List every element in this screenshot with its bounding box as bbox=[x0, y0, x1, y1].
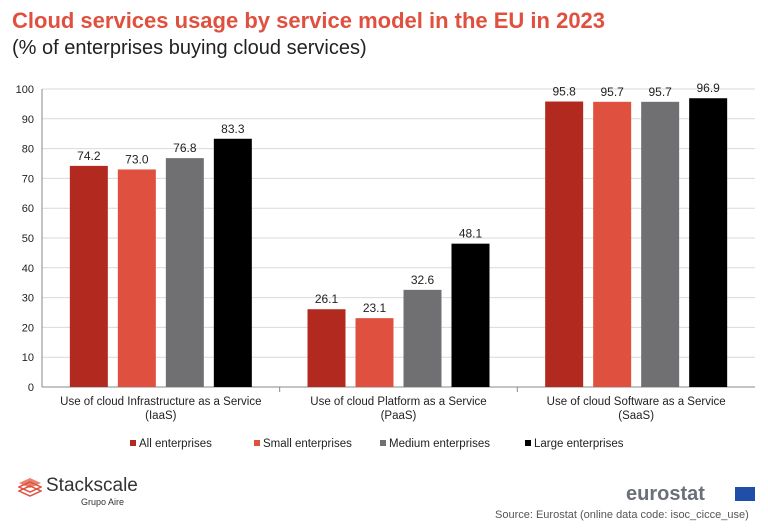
bar bbox=[689, 98, 728, 387]
y-tick-label: 10 bbox=[22, 352, 34, 364]
bar bbox=[451, 243, 490, 387]
x-tick-label: (PaaS) bbox=[381, 410, 417, 422]
y-tick-label: 60 bbox=[22, 203, 34, 215]
bar bbox=[69, 165, 108, 387]
y-tick-label: 80 bbox=[22, 144, 34, 156]
bar bbox=[403, 289, 442, 387]
bar bbox=[593, 101, 632, 388]
data-label: 96.9 bbox=[696, 81, 720, 95]
legend-label: Small enterprises bbox=[263, 438, 352, 450]
legend-swatch bbox=[525, 440, 531, 446]
legend-swatch bbox=[254, 440, 260, 446]
legend-swatch bbox=[380, 440, 386, 446]
data-label: 32.6 bbox=[411, 273, 435, 287]
data-label: 83.3 bbox=[221, 122, 245, 136]
eurostat-logo: eurostat bbox=[626, 483, 705, 505]
x-tick-label: (SaaS) bbox=[618, 410, 654, 422]
x-tick-label: Use of cloud Platform as a Service bbox=[310, 396, 486, 408]
bar bbox=[165, 158, 204, 387]
bar bbox=[117, 169, 156, 387]
data-label: 95.7 bbox=[648, 85, 672, 99]
legend-swatch bbox=[130, 440, 136, 446]
y-tick-label: 30 bbox=[22, 293, 34, 305]
stackscale-icon bbox=[17, 478, 43, 497]
bar bbox=[213, 138, 252, 387]
x-tick-label: Use of cloud Software as a Service bbox=[547, 396, 726, 408]
data-label: 73.0 bbox=[125, 152, 149, 166]
brand-name: Stackscale bbox=[46, 475, 138, 496]
source-note: Source: Eurostat (online data code: isoc… bbox=[495, 509, 749, 521]
bar bbox=[545, 101, 584, 388]
brand-subtitle: Grupo Aire bbox=[81, 497, 125, 507]
y-tick-label: 20 bbox=[22, 322, 34, 334]
bar bbox=[641, 101, 680, 388]
chart-subtitle: (% of enterprises buying cloud services) bbox=[12, 37, 367, 59]
eu-flag-icon bbox=[735, 487, 755, 501]
bar bbox=[307, 309, 346, 387]
data-label: 74.2 bbox=[77, 149, 101, 163]
data-label: 76.8 bbox=[173, 141, 197, 155]
y-tick-label: 90 bbox=[22, 114, 34, 126]
legend-label: Medium enterprises bbox=[389, 438, 490, 450]
chart-title: Cloud services usage by service model in… bbox=[12, 8, 606, 33]
y-tick-label: 40 bbox=[22, 263, 34, 275]
bar bbox=[355, 318, 394, 387]
stackscale-logo: Stackscale Grupo Aire bbox=[17, 475, 138, 507]
y-tick-label: 100 bbox=[16, 84, 34, 96]
data-label: 48.1 bbox=[459, 227, 483, 241]
x-tick-label: (IaaS) bbox=[145, 410, 176, 422]
y-tick-label: 70 bbox=[22, 173, 34, 185]
data-label: 23.1 bbox=[363, 301, 387, 315]
y-tick-label: 50 bbox=[22, 233, 34, 245]
x-tick-label: Use of cloud Infrastructure as a Service bbox=[60, 396, 261, 408]
legend-label: Large enterprises bbox=[534, 438, 624, 450]
legend-label: All enterprises bbox=[139, 438, 212, 450]
data-label: 95.7 bbox=[600, 85, 624, 99]
data-label: 95.8 bbox=[552, 85, 576, 99]
data-label: 26.1 bbox=[315, 292, 339, 306]
y-tick-label: 0 bbox=[28, 382, 34, 394]
